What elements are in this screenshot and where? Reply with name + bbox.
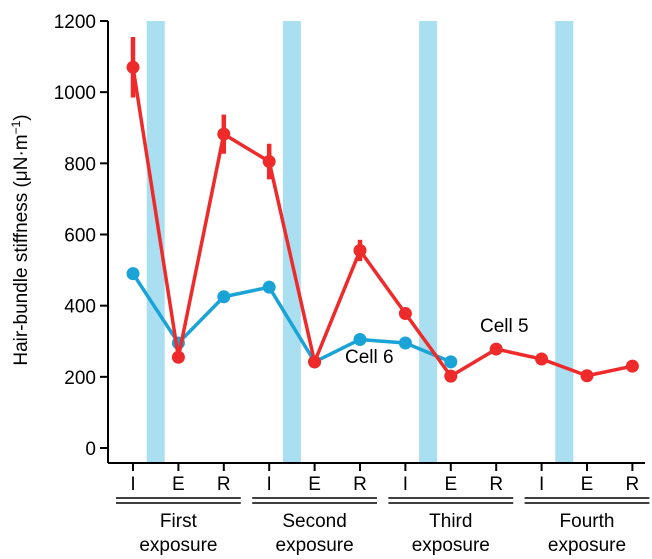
x-tick-label: R <box>353 474 367 495</box>
data-point <box>308 355 322 369</box>
x-tick-label: E <box>172 474 185 495</box>
data-point <box>580 369 594 383</box>
series-label: Cell 5 <box>480 316 529 337</box>
group-label-line1: Second <box>282 511 346 532</box>
group-label-line2: exposure <box>139 535 217 556</box>
y-axis-title-text: Hair-bundle stiffness (μN·m <box>11 134 32 365</box>
x-tick-label: E <box>581 474 594 495</box>
axes <box>100 20 650 504</box>
x-tick-label: R <box>626 474 640 495</box>
data-point <box>398 306 412 320</box>
data-point <box>262 280 276 294</box>
y-tick-label: 1000 <box>54 83 96 104</box>
group-label-line1: Fourth <box>560 511 615 532</box>
y-tick-label: 1200 <box>54 12 96 33</box>
data-point <box>625 359 639 373</box>
data-point <box>126 267 140 281</box>
series-line <box>131 272 452 364</box>
group-label-line1: Third <box>429 511 472 532</box>
labels: 0 200 400 600 800 1000 1200 I E R I E R I E R I E R First ex… <box>54 12 640 556</box>
exposure-bar <box>282 21 301 463</box>
x-tick-label: R <box>489 474 503 495</box>
data-point <box>489 342 503 356</box>
data-point <box>353 332 367 346</box>
data-point <box>217 290 231 304</box>
data-point <box>126 60 140 74</box>
x-tick-label: I <box>130 474 135 495</box>
group-label-line2: exposure <box>412 535 490 556</box>
y-tick-label: 200 <box>64 368 96 389</box>
data-point <box>262 155 276 169</box>
data-point <box>444 369 458 383</box>
series <box>126 37 639 383</box>
y-axis-title-close: ) <box>11 114 32 120</box>
series-label: Cell 6 <box>345 347 394 368</box>
exposure-bar <box>555 21 574 463</box>
y-axis-title: Hair-bundle stiffness (μN·m−1) <box>9 114 32 365</box>
group-label-line2: exposure <box>276 535 354 556</box>
data-point <box>535 352 549 366</box>
x-tick-label: E <box>308 474 321 495</box>
exposure-bars <box>146 21 574 463</box>
x-tick-label: I <box>403 474 408 495</box>
y-tick-label: 800 <box>64 154 96 175</box>
series-line <box>131 66 633 378</box>
exposure-bar <box>146 21 165 463</box>
data-point <box>217 127 231 141</box>
group-label-line2: exposure <box>548 535 626 556</box>
x-tick-label: I <box>267 474 272 495</box>
data-point <box>398 336 412 350</box>
y-axis-title-superscript: −1 <box>9 120 23 134</box>
group-label-line1: First <box>160 511 198 532</box>
x-tick-label: I <box>539 474 544 495</box>
y-tick-label: 400 <box>64 297 96 318</box>
exposure-bar <box>419 21 438 463</box>
x-tick-label: E <box>444 474 457 495</box>
data-point <box>353 244 367 258</box>
x-tick-label: R <box>217 474 231 495</box>
y-tick-label: 600 <box>64 226 96 247</box>
y-tick-label: 0 <box>85 439 96 460</box>
data-point <box>444 355 458 369</box>
data-point <box>171 350 185 364</box>
